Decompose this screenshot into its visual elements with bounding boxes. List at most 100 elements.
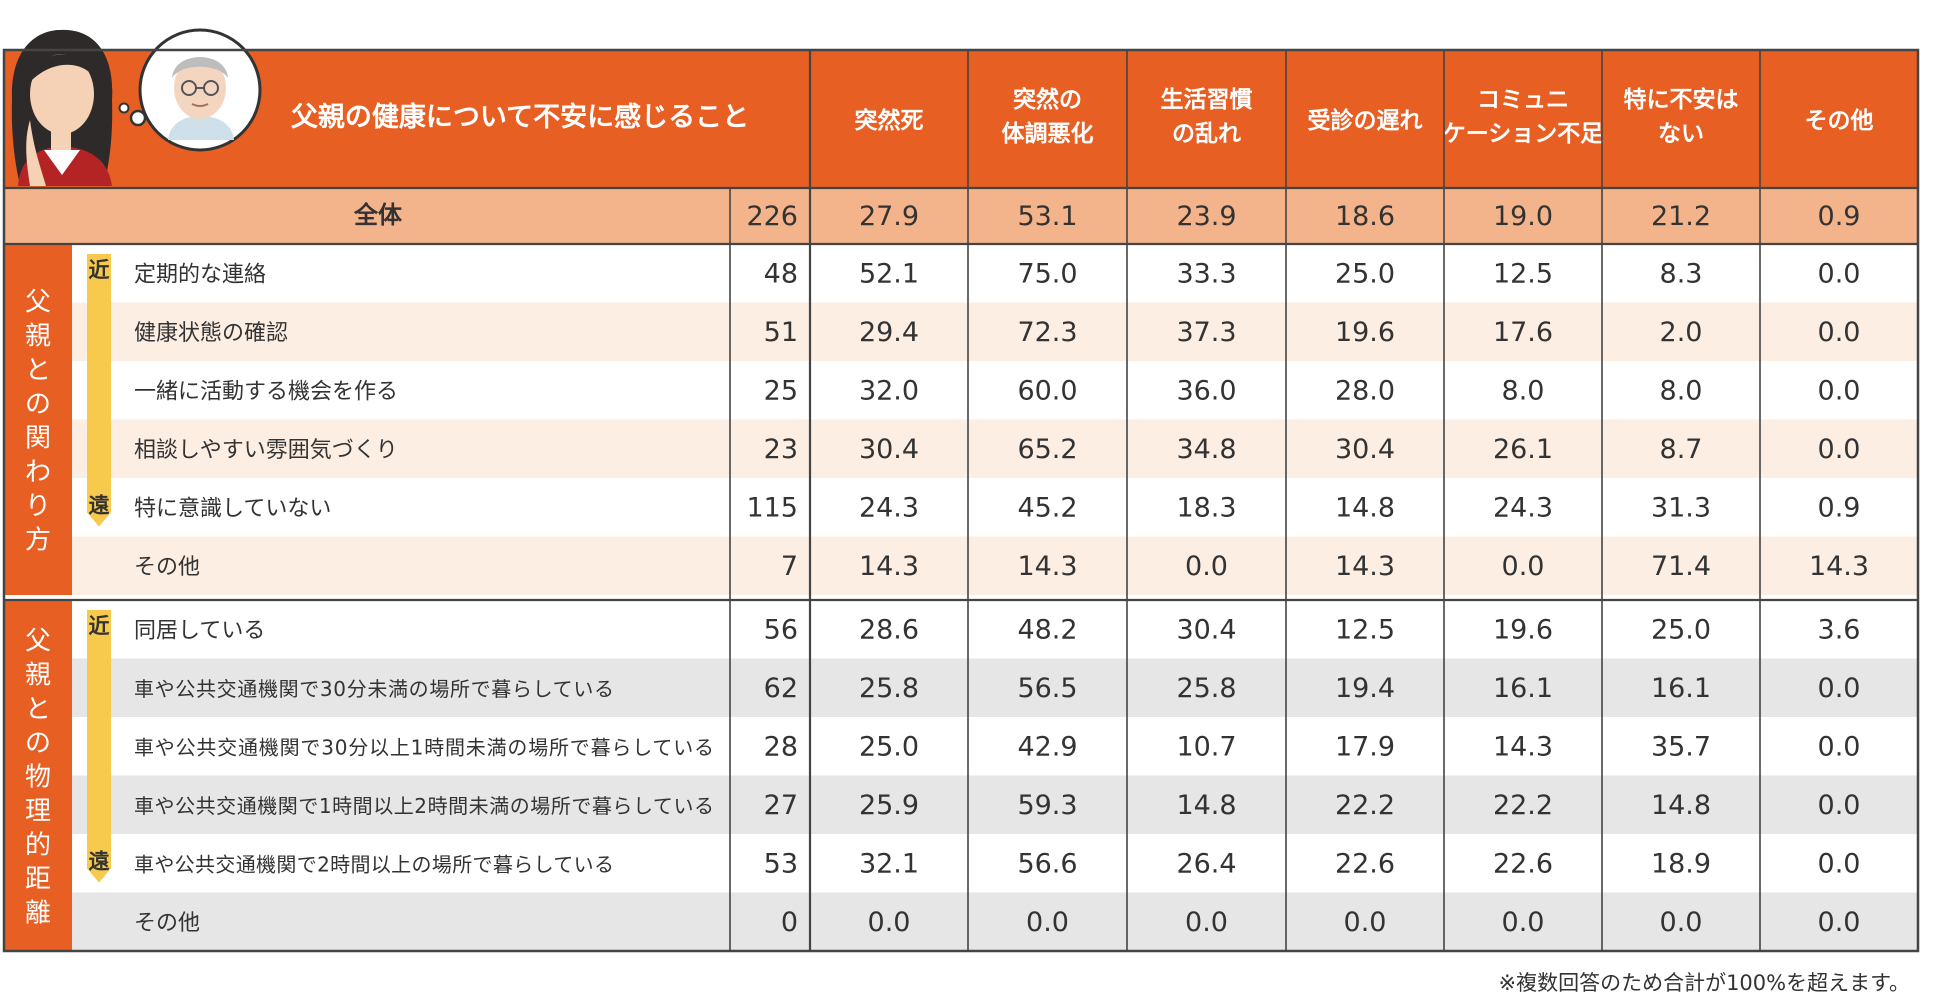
cell-value: 26.1 — [1493, 434, 1553, 465]
row-n: 51 — [764, 317, 798, 348]
cell-value: 60.0 — [1017, 375, 1077, 406]
cell-value: 14.8 — [1335, 492, 1395, 523]
cell-value: 0.0 — [1818, 907, 1861, 938]
row-n: 48 — [764, 258, 798, 289]
row-n: 53 — [764, 848, 798, 879]
total-value: 0.9 — [1818, 201, 1861, 232]
group-name-char: 物 — [25, 763, 51, 793]
cell-value: 22.6 — [1335, 848, 1395, 879]
row-label: 車や公共交通機関で30分以上1時間未満の場所で暮らしている — [134, 735, 714, 759]
row-background — [72, 600, 1918, 659]
cell-value: 14.8 — [1176, 790, 1236, 821]
column-header: その他 — [1805, 108, 1874, 134]
column-header: ない — [1658, 121, 1704, 147]
column-header: 突然の — [1013, 86, 1082, 113]
cell-value: 65.2 — [1017, 434, 1077, 465]
cell-value: 34.8 — [1176, 434, 1236, 465]
cell-value: 31.3 — [1651, 492, 1711, 523]
woman-avatar-icon — [11, 29, 113, 186]
cell-value: 56.6 — [1017, 848, 1077, 879]
footnote: ※複数回答のため合計が100%を超えます。 — [1498, 971, 1910, 995]
cell-value: 37.3 — [1176, 317, 1236, 348]
cell-value: 25.0 — [859, 731, 919, 762]
cell-value: 8.0 — [1502, 375, 1545, 406]
row-n: 28 — [764, 731, 798, 762]
cell-value: 14.3 — [1493, 731, 1553, 762]
cell-value: 19.6 — [1493, 614, 1553, 645]
cell-value: 0.0 — [1818, 434, 1861, 465]
cell-value: 22.2 — [1335, 790, 1395, 821]
group-name-char: り — [25, 492, 51, 522]
cell-value: 0.0 — [1818, 848, 1861, 879]
cell-value: 25.9 — [859, 790, 919, 821]
column-header: コミュニ — [1477, 87, 1569, 113]
group-name-char: と — [25, 356, 51, 386]
cell-value: 32.1 — [859, 848, 919, 879]
cell-value: 28.0 — [1335, 375, 1395, 406]
cell-value: 72.3 — [1017, 317, 1077, 348]
cell-value: 2.0 — [1660, 317, 1703, 348]
cell-value: 18.9 — [1651, 848, 1711, 879]
row-n: 27 — [764, 790, 798, 821]
cell-value: 0.0 — [868, 907, 911, 938]
cell-value: 25.8 — [859, 673, 919, 704]
row-background — [72, 419, 1918, 478]
table-border — [2, 48, 1920, 953]
row-background — [72, 302, 1918, 361]
group-name-char: 距 — [25, 865, 51, 895]
near-far-arrow — [87, 254, 111, 527]
cell-value: 0.0 — [1818, 731, 1861, 762]
cell-value: 30.4 — [859, 434, 919, 465]
group-name-char: 理 — [25, 797, 51, 827]
cell-value: 0.0 — [1502, 551, 1545, 582]
cell-value: 0.0 — [1185, 551, 1228, 582]
column-header: の乱れ — [1172, 121, 1241, 147]
cell-value: 35.7 — [1651, 731, 1711, 762]
total-value: 18.6 — [1335, 201, 1395, 232]
cell-value: 22.2 — [1493, 790, 1553, 821]
cell-value: 45.2 — [1017, 492, 1077, 523]
total-value: 53.1 — [1017, 201, 1077, 232]
group-name-char: 関 — [25, 424, 51, 454]
cell-value: 0.0 — [1818, 673, 1861, 704]
cell-value: 0.0 — [1818, 790, 1861, 821]
cell-value: 14.3 — [1809, 551, 1869, 582]
row-label: 車や公共交通機関で2時間以上の場所で暮らしている — [134, 852, 614, 876]
total-value: 27.9 — [859, 201, 919, 232]
row-label: 同居している — [134, 618, 265, 643]
group-name-char: 親 — [25, 322, 51, 352]
header-band — [4, 50, 1918, 188]
column-header: 生活習慣 — [1161, 86, 1253, 113]
cell-value: 16.1 — [1493, 673, 1553, 704]
group-name-char: と — [25, 695, 51, 725]
cell-value: 16.1 — [1651, 673, 1711, 704]
cell-value: 33.3 — [1176, 258, 1236, 289]
cell-value: 19.6 — [1335, 317, 1395, 348]
row-label: 車や公共交通機関で30分未満の場所で暮らしている — [134, 677, 614, 701]
row-label: 一緒に活動する機会を作る — [134, 379, 398, 404]
group-band — [4, 600, 72, 951]
cell-value: 10.7 — [1176, 731, 1236, 762]
row-n: 56 — [764, 614, 798, 645]
row-n: 115 — [746, 492, 798, 523]
row-background — [72, 361, 1918, 420]
cell-value: 30.4 — [1335, 434, 1395, 465]
cell-value: 0.0 — [1818, 258, 1861, 289]
column-header: ケーション不足 — [1443, 121, 1604, 147]
row-background — [72, 536, 1918, 595]
cell-value: 75.0 — [1017, 258, 1077, 289]
row-label: その他 — [134, 911, 200, 936]
row-background — [72, 775, 1918, 834]
column-header: 突然死 — [855, 107, 924, 134]
row-label: 車や公共交通機関で1時間以上2時間未満の場所で暮らしている — [134, 794, 714, 818]
cell-value: 14.3 — [1017, 551, 1077, 582]
row-n: 25 — [764, 375, 798, 406]
total-n: 226 — [746, 201, 798, 232]
group-name-char: 父 — [25, 288, 51, 318]
cell-value: 12.5 — [1335, 614, 1395, 645]
total-value: 19.0 — [1493, 201, 1553, 232]
cell-value: 0.0 — [1660, 907, 1703, 938]
cell-value: 18.3 — [1176, 492, 1236, 523]
cell-value: 42.9 — [1017, 731, 1077, 762]
near-label: 近 — [89, 258, 110, 282]
